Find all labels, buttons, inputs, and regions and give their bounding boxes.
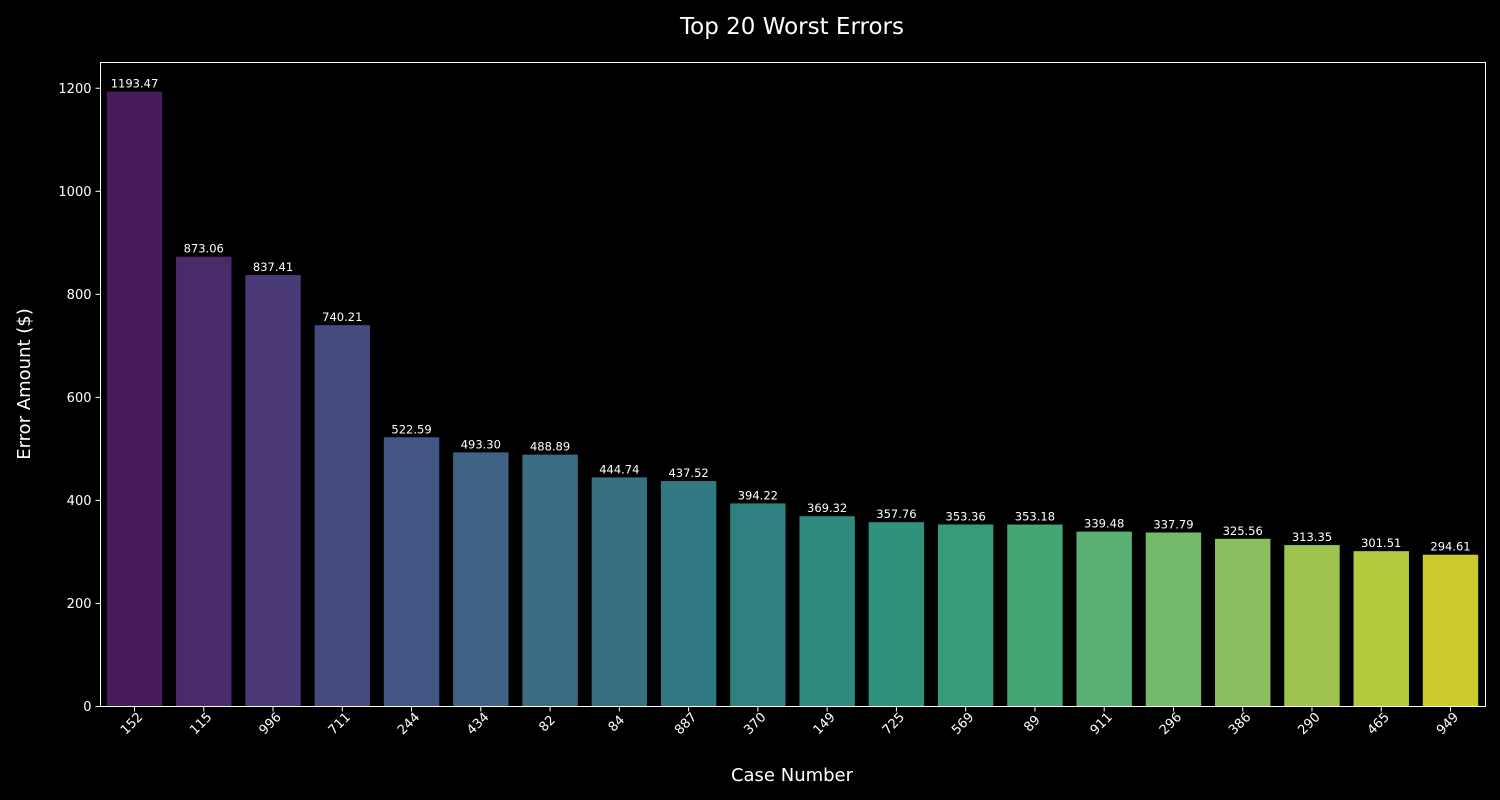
x-tick-label-711: 711: [326, 710, 354, 738]
x-tick-label-149: 149: [811, 710, 839, 738]
x-tick-label-434: 434: [464, 710, 492, 738]
value-label-711: 740.21: [322, 310, 362, 324]
value-label-152: 1193.47: [111, 77, 159, 91]
bar-370: [730, 503, 786, 707]
x-tick-label-115: 115: [187, 710, 215, 738]
bar-84: [591, 477, 648, 707]
y-axis: 0 200 400 600 800 1000 1200: [58, 82, 101, 715]
bar-434: [453, 452, 509, 707]
bar-711: [314, 325, 370, 707]
bar-569: [937, 524, 994, 707]
bar-296: [1145, 532, 1202, 707]
y-axis-label: Error Amount ($): [14, 308, 35, 460]
x-tick-label-244: 244: [395, 710, 423, 738]
bar-887: [660, 481, 717, 707]
x-axis-label: Case Number: [731, 765, 854, 786]
value-label-569: 353.36: [946, 509, 986, 523]
value-label-725: 357.76: [876, 507, 916, 521]
value-label-244: 522.59: [391, 422, 431, 436]
value-label-949: 294.61: [1430, 540, 1470, 554]
value-labels-group: 1193.47 873.06 837.41 740.21 522.59 493.30 488…: [111, 77, 1471, 554]
bar-911: [1076, 531, 1132, 707]
bar-244: [383, 437, 440, 707]
y-tick-label-800: 800: [67, 288, 92, 303]
value-label-370: 394.22: [738, 488, 778, 502]
x-tick-label-911: 911: [1088, 710, 1116, 738]
y-tick-label-200: 200: [67, 597, 92, 612]
value-label-386: 325.56: [1223, 524, 1263, 538]
value-label-296: 337.79: [1153, 517, 1193, 531]
bar-949: [1422, 554, 1479, 707]
x-axis: 152 115 996 711 244 434 82 84 887 370 149 725 569 89 9…: [118, 706, 1462, 738]
x-tick-label-370: 370: [741, 710, 769, 738]
value-label-911: 339.48: [1084, 517, 1124, 531]
bar-89: [1007, 524, 1063, 707]
value-label-996: 837.41: [253, 260, 293, 274]
chart-title: Top 20 Worst Errors: [679, 14, 904, 40]
bar-725: [868, 522, 925, 707]
value-label-434: 493.30: [461, 437, 501, 451]
y-tick-label-600: 600: [67, 391, 92, 406]
bar-82: [522, 454, 578, 707]
y-tick-label-0: 0: [83, 700, 91, 715]
bar-386: [1215, 538, 1271, 707]
x-tick-label-152: 152: [118, 710, 146, 738]
x-tick-label-386: 386: [1226, 710, 1254, 738]
value-label-149: 369.32: [807, 501, 847, 515]
x-tick-label-465: 465: [1365, 710, 1393, 738]
value-label-89: 353.18: [1015, 510, 1055, 524]
bar-149: [799, 516, 855, 707]
y-tick-label-1000: 1000: [58, 185, 91, 200]
x-tick-label-949: 949: [1434, 710, 1462, 738]
value-label-290: 313.35: [1292, 530, 1332, 544]
x-tick-label-996: 996: [256, 710, 284, 738]
value-label-82: 488.89: [530, 440, 570, 454]
value-label-115: 873.06: [184, 242, 224, 256]
bar-290: [1284, 545, 1340, 707]
bar-465: [1353, 551, 1409, 707]
bar-115: [176, 256, 232, 707]
bar-152: [106, 91, 163, 707]
x-tick-label-290: 290: [1295, 710, 1323, 738]
x-tick-label-296: 296: [1157, 710, 1185, 738]
value-label-887: 437.52: [668, 466, 708, 480]
y-tick-label-400: 400: [67, 494, 92, 509]
x-tick-label-569: 569: [949, 710, 977, 738]
y-tick-label-1200: 1200: [58, 82, 91, 97]
x-tick-label-84: 84: [606, 713, 628, 735]
bar-996: [245, 275, 301, 707]
bars-group: [106, 91, 1479, 707]
x-tick-label-82: 82: [536, 713, 558, 735]
x-tick-label-89: 89: [1021, 713, 1043, 735]
value-label-465: 301.51: [1361, 536, 1401, 550]
x-tick-label-725: 725: [880, 710, 908, 738]
plot-frame: [100, 62, 1486, 707]
value-label-84: 444.74: [599, 462, 639, 476]
x-tick-label-887: 887: [672, 710, 700, 738]
